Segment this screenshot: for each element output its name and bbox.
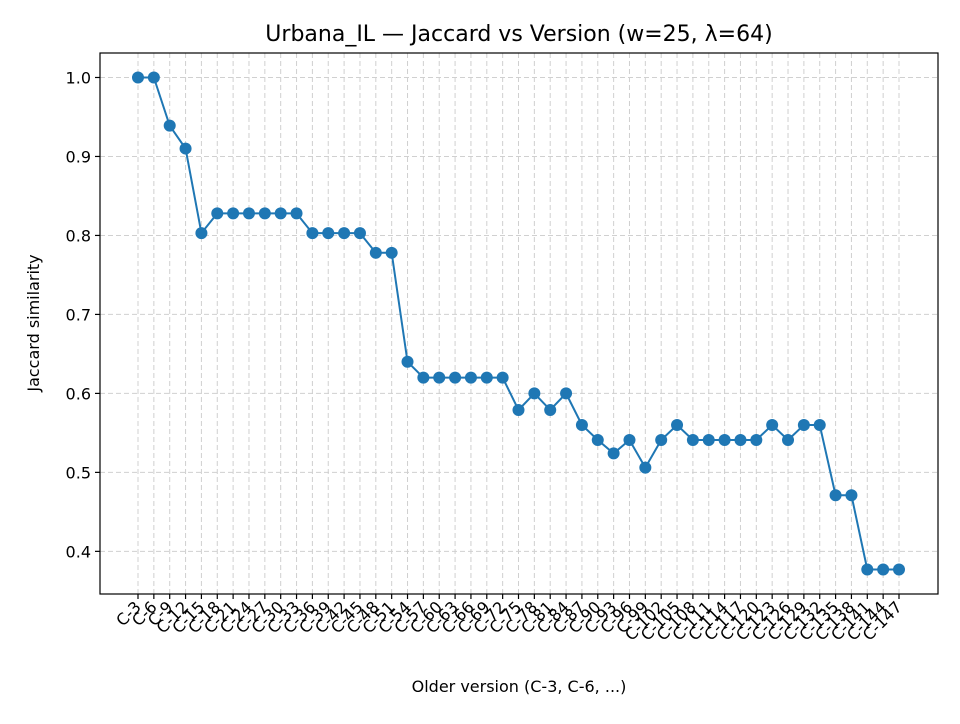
y-tick-label: 1.0 — [66, 68, 91, 87]
data-point — [385, 246, 398, 259]
y-tick-label: 0.9 — [66, 147, 91, 166]
chart-title: Urbana_IL — Jaccard vs Version (w=25, λ=… — [265, 22, 772, 47]
data-point — [480, 371, 493, 384]
data-point — [528, 387, 541, 400]
data-point — [227, 207, 240, 220]
data-point — [782, 433, 795, 446]
grid-layer — [100, 53, 938, 594]
data-point — [655, 433, 668, 446]
data-point — [734, 433, 747, 446]
data-point — [797, 418, 810, 431]
x-axis-label: Older version (C-3, C-6, ...) — [412, 677, 627, 696]
data-point — [132, 71, 144, 84]
data-point — [544, 403, 557, 416]
y-tick-label: 0.4 — [66, 542, 91, 561]
data-point — [433, 371, 446, 384]
data-point — [306, 227, 319, 240]
data-point — [607, 447, 620, 460]
data-point — [829, 489, 842, 502]
y-tick-label: 0.6 — [66, 384, 91, 403]
data-point — [290, 207, 303, 220]
data-point — [195, 227, 208, 240]
data-point — [496, 371, 509, 384]
tick-layer: C-3C-6C-9C-12C-15C-18C-21C-24C-27C-30C-3… — [66, 68, 906, 644]
data-point — [718, 433, 731, 446]
series-layer — [132, 71, 905, 576]
data-point — [845, 489, 858, 502]
data-point — [338, 227, 351, 240]
data-point — [147, 71, 160, 84]
data-point — [813, 418, 826, 431]
data-point — [369, 246, 382, 259]
data-point — [512, 403, 525, 416]
data-point — [211, 207, 224, 220]
y-tick-label: 0.5 — [66, 463, 91, 482]
data-point — [686, 433, 699, 446]
data-point — [877, 563, 890, 576]
y-axis-label: Jaccard similarity — [24, 254, 43, 392]
y-tick-label: 0.8 — [66, 226, 91, 245]
data-point — [861, 563, 874, 576]
data-point — [702, 433, 715, 446]
data-point — [258, 207, 271, 220]
data-point — [671, 418, 684, 431]
data-point — [449, 371, 462, 384]
data-point — [639, 461, 652, 474]
data-point — [163, 119, 176, 132]
data-point — [623, 433, 636, 446]
data-point — [591, 433, 604, 446]
data-point — [575, 418, 588, 431]
data-point — [560, 387, 573, 400]
data-point — [353, 227, 366, 240]
data-point — [322, 227, 335, 240]
data-point — [179, 142, 192, 155]
data-point — [274, 207, 287, 220]
data-point — [401, 355, 414, 368]
data-point — [750, 433, 763, 446]
data-point — [766, 418, 779, 431]
data-point — [893, 563, 905, 576]
data-point — [242, 207, 255, 220]
data-point — [464, 371, 477, 384]
data-point — [417, 371, 430, 384]
y-tick-label: 0.7 — [66, 305, 91, 324]
